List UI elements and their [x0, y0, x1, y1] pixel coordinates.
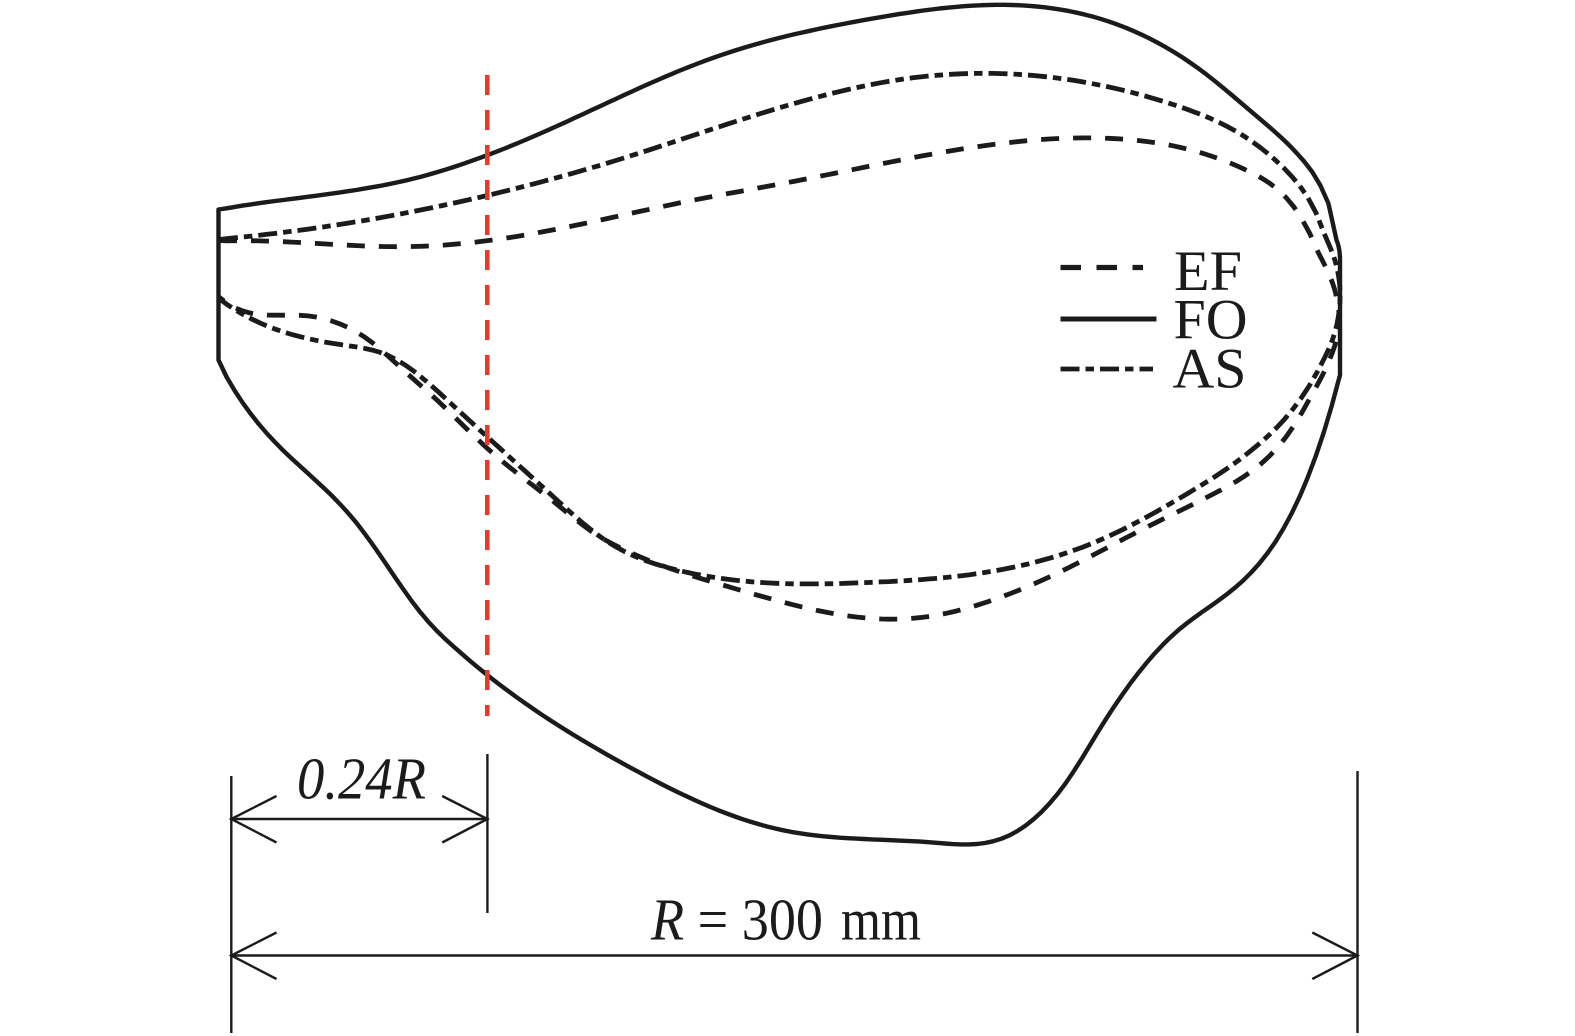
svg-text:mm: mm: [841, 887, 921, 953]
svg-text:0.24R: 0.24R: [297, 746, 426, 812]
svg-text:AS: AS: [1173, 338, 1247, 401]
svg-text:FO: FO: [1174, 289, 1248, 352]
svg-text:EF: EF: [1174, 240, 1242, 303]
svg-text:R = 300: R = 300: [650, 887, 823, 953]
